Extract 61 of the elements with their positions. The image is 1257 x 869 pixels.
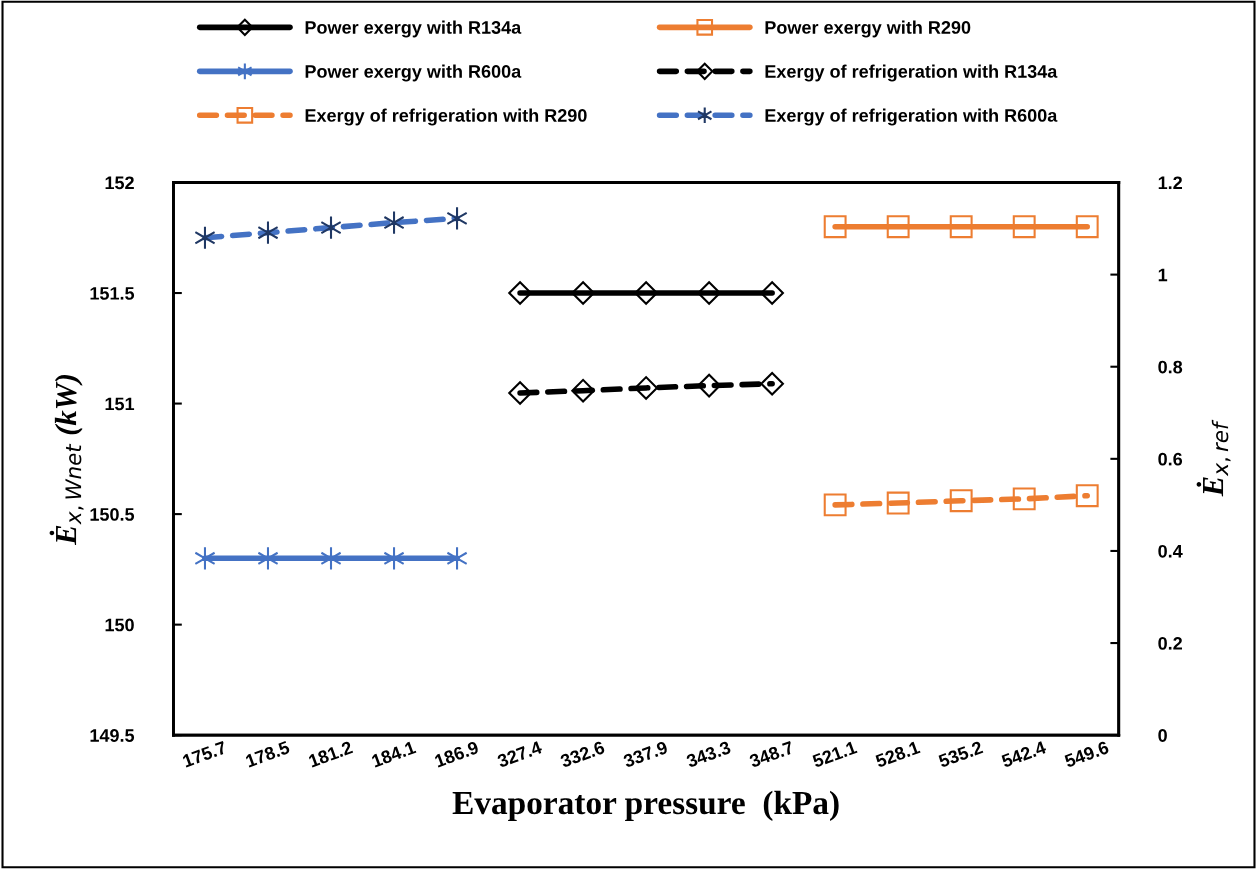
point — [446, 546, 468, 571]
point — [1012, 215, 1036, 239]
y2-tick-label: 0.2 — [1158, 636, 1182, 650]
point — [949, 215, 973, 239]
y-axis-title: Ė$_{x,Wnet}$ (kW) — [49, 374, 84, 546]
y-tick-label: 150.5 — [90, 508, 135, 521]
y2-tick-label: 0.4 — [1158, 544, 1183, 558]
point — [508, 281, 532, 305]
point — [697, 373, 721, 398]
legend-label: Exergy of refrigeration with R134a — [765, 64, 1058, 82]
y2-tick-label: 0.6 — [1158, 452, 1183, 466]
point — [446, 206, 468, 231]
point — [194, 546, 216, 571]
x-axis-title: Evaporator pressure (kPa) — [452, 790, 839, 821]
point — [634, 281, 658, 305]
x-tick-label: 542.4 — [1000, 740, 1047, 768]
point — [760, 371, 784, 396]
legend-label: Exergy of refrigeration with R290 — [305, 108, 587, 126]
x-tick-label: 343.3 — [685, 740, 732, 768]
point — [1075, 484, 1099, 508]
point — [823, 493, 847, 517]
point — [1075, 215, 1099, 239]
point — [1012, 487, 1036, 511]
point — [823, 215, 847, 239]
x-tick-label: 521.1 — [811, 740, 858, 768]
x-tick-label: 337.9 — [622, 740, 669, 768]
legend-label: Power exergy with R134a — [305, 20, 522, 38]
y-tick-label: 151 — [105, 397, 135, 411]
y2-axis-title: Ė$_{x,ref}$ — [1196, 419, 1231, 497]
y-tick-label: 150 — [105, 618, 134, 632]
y2-tick-label: 0 — [1158, 729, 1167, 742]
x-tick-label: 528.1 — [874, 740, 921, 768]
y-tick-label: 151.5 — [90, 287, 135, 300]
x-tick-label: 181.2 — [308, 740, 354, 768]
legend-label: Power exergy with R600a — [305, 64, 522, 82]
y2-tick-label: 1 — [1158, 268, 1168, 282]
y2-tick-label: 0.8 — [1158, 360, 1183, 374]
x-tick-label: 186.9 — [434, 740, 480, 768]
x-tick-label: 184.1 — [371, 740, 417, 768]
point — [760, 281, 784, 305]
point — [571, 281, 595, 305]
x-tick-label: 535.2 — [937, 740, 984, 768]
x-tick-label: 175.7 — [182, 740, 228, 768]
y-tick-label: 152 — [105, 176, 134, 190]
legend-label: Power exergy with R290 — [765, 20, 971, 38]
point — [383, 210, 405, 235]
y-tick-label: 149.5 — [90, 729, 135, 742]
point — [571, 378, 595, 403]
point — [886, 491, 910, 515]
x-tick-label: 332.6 — [559, 740, 606, 768]
point — [886, 215, 910, 239]
x-tick-label: 178.5 — [245, 740, 291, 768]
y2-tick-label: 1.2 — [1158, 176, 1182, 190]
legend-label: Exergy of refrigeration with R600a — [765, 108, 1058, 126]
point — [508, 381, 532, 405]
x-tick-label: 327.4 — [496, 740, 543, 768]
x-tick-label: 549.6 — [1063, 740, 1110, 768]
point — [949, 489, 973, 513]
point — [634, 376, 658, 400]
point — [697, 281, 721, 305]
x-tick-label: 348.7 — [748, 740, 795, 768]
